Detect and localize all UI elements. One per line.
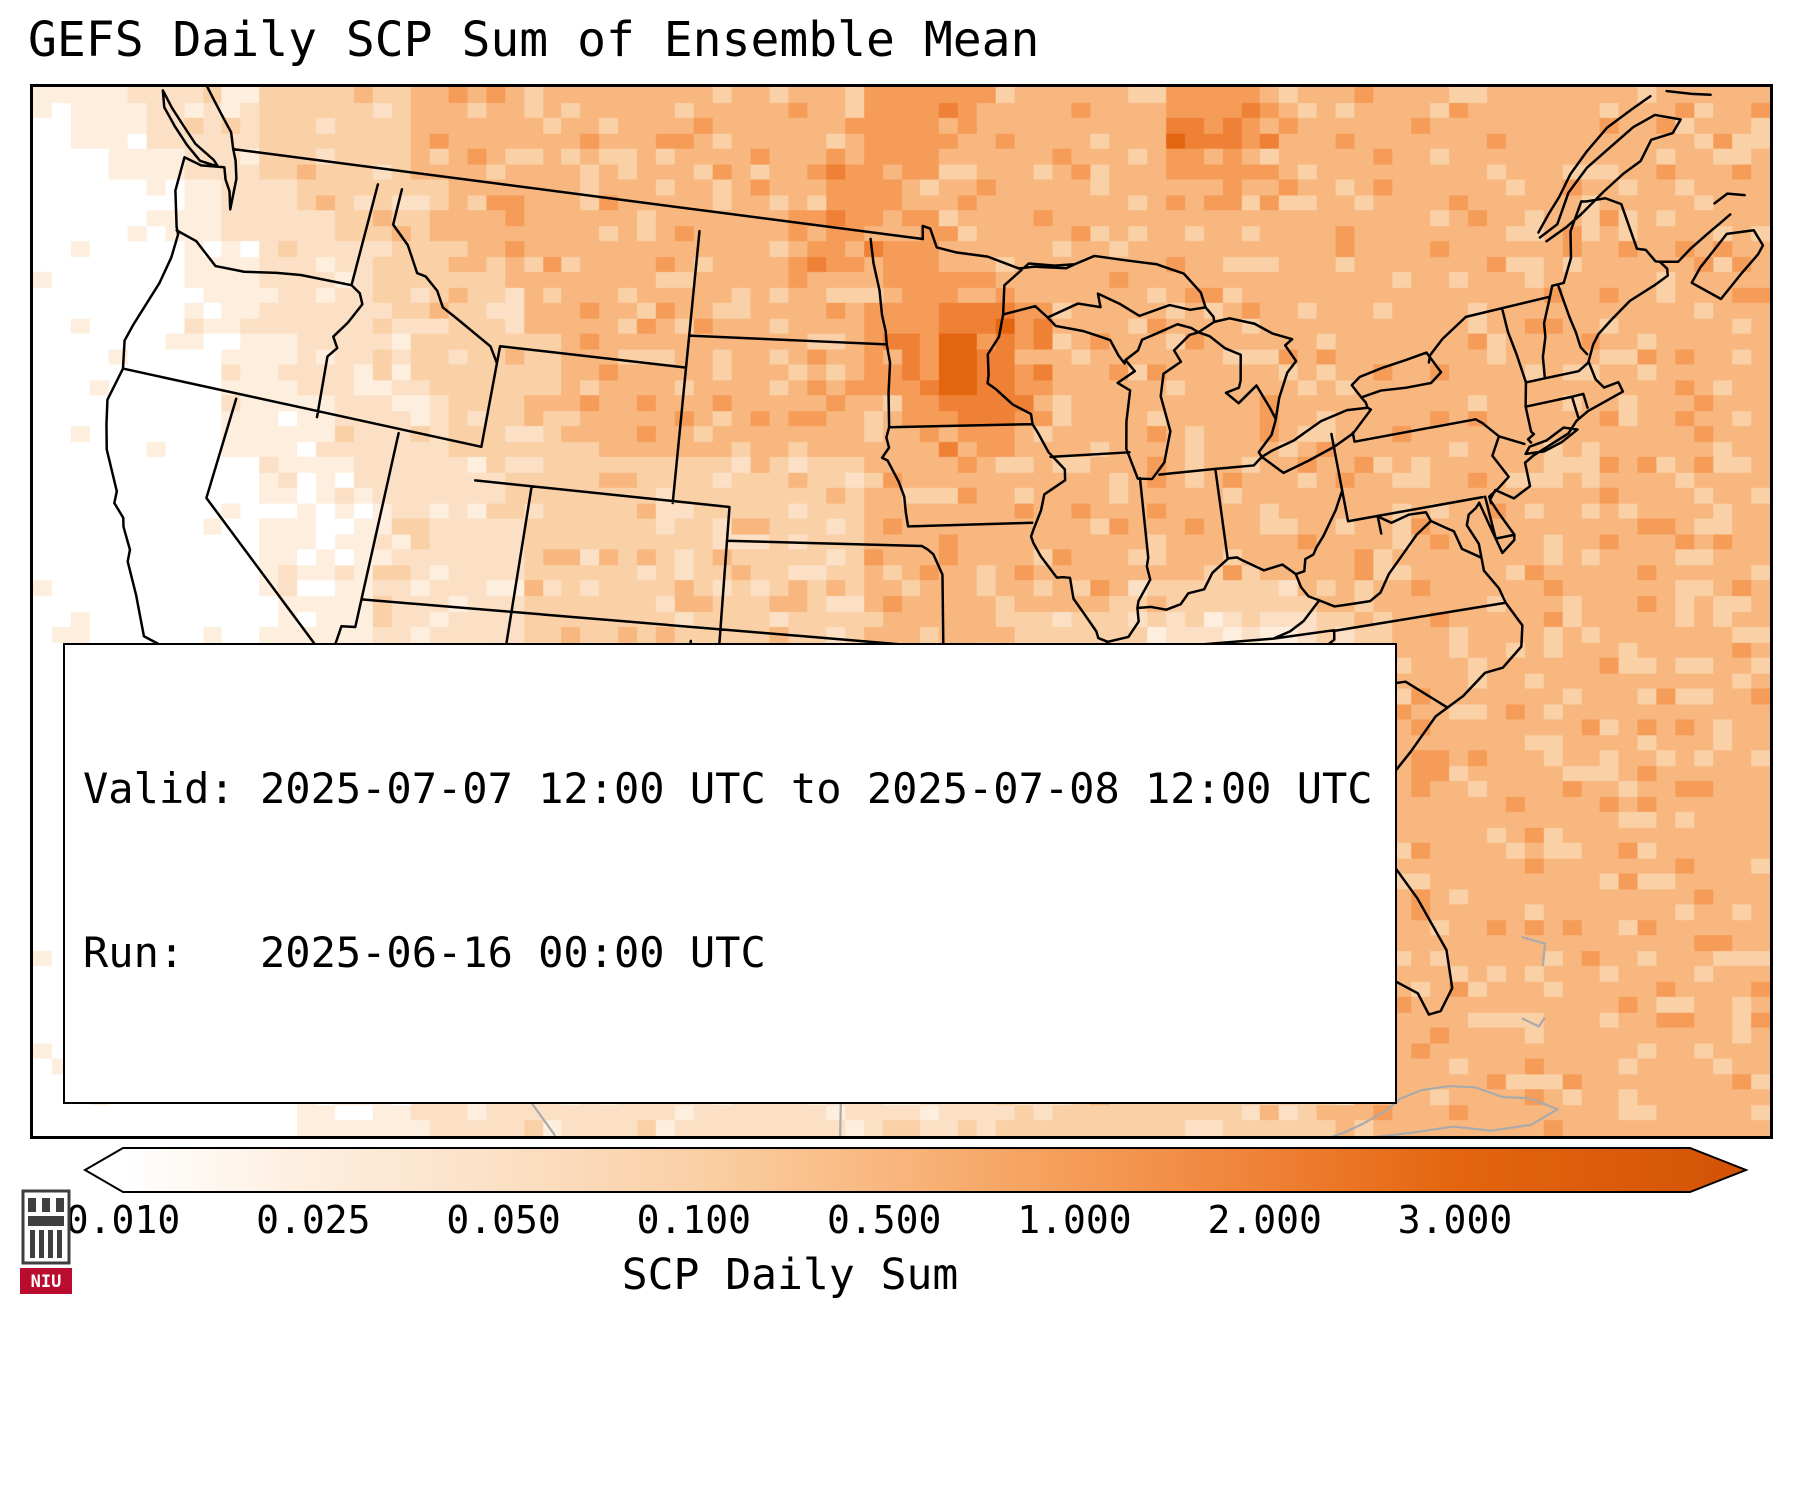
valid-range-text: Valid: 2025-07-07 12:00 UTC to 2025-07-0…: [83, 764, 1373, 814]
colorbar: [83, 1147, 1749, 1193]
colorbar-tick-label: 0.500: [826, 1198, 942, 1242]
colorbar-tick-label: 3.000: [1397, 1198, 1513, 1242]
colorbar-arrow-bar: [83, 1147, 1749, 1193]
colorbar-tick-label: 0.100: [636, 1198, 752, 1242]
castle-icon: [21, 1189, 71, 1265]
niu-logo: NIU: [20, 1189, 72, 1294]
niu-red-banner: [20, 1268, 72, 1294]
colorbar-tick-label: 1.000: [1017, 1198, 1132, 1242]
colorbar-tick-labels: 0.010 0.025 0.050 0.100 0.500 1.000 2.000 3.000: [0, 1198, 1803, 1244]
validity-info-box: Valid: 2025-07-07 12:00 UTC to 2025-07-0…: [63, 643, 1397, 1104]
map-panel: Valid: 2025-07-07 12:00 UTC to 2025-07-0…: [30, 84, 1773, 1139]
niu-logo-text: NIU: [31, 1272, 62, 1292]
run-time-text: Run: 2025-06-16 00:00 UTC: [83, 928, 766, 978]
colorbar-tick-label: 0.025: [256, 1198, 371, 1242]
colorbar-tick-label: 2.000: [1207, 1198, 1322, 1242]
colorbar-tick-label: 0.050: [446, 1198, 561, 1242]
colorbar-tick-label: 0.010: [65, 1198, 181, 1242]
colorbar-label: SCP Daily Sum: [621, 1250, 959, 1300]
plot-title: GEFS Daily SCP Sum of Ensemble Mean: [28, 12, 1040, 68]
